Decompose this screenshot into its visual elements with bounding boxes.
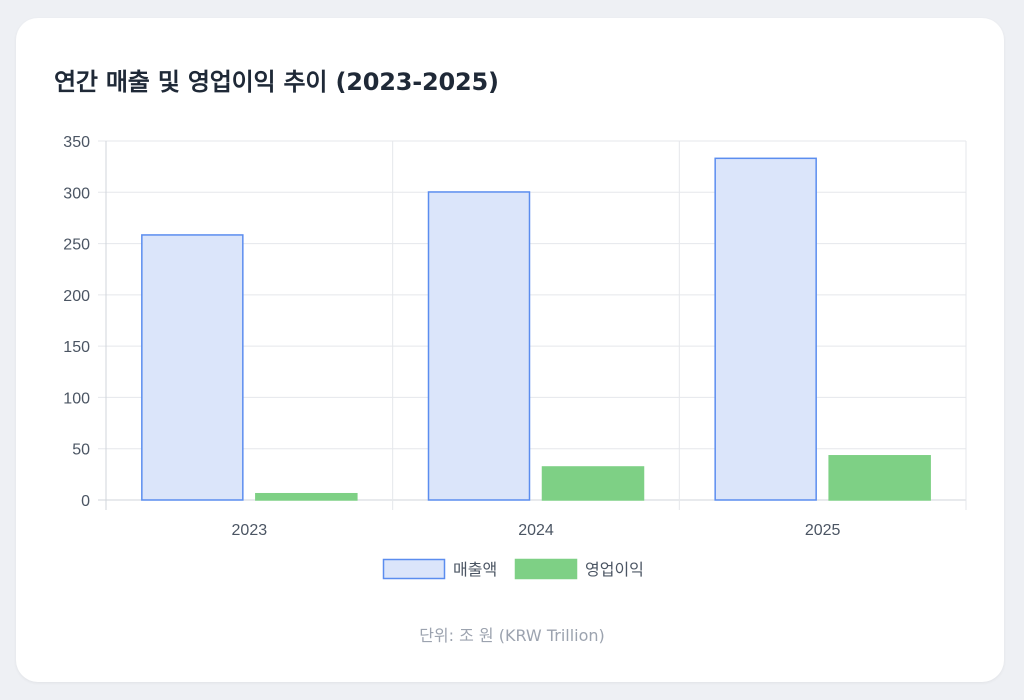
legend-swatch	[514, 558, 578, 580]
x-tick-label: 2023	[232, 522, 268, 539]
bar-revenue-2024	[427, 191, 531, 501]
legend-swatch	[382, 558, 446, 580]
legend-item-operating-profit[interactable]: 영업이익	[514, 558, 644, 580]
legend[interactable]: 매출액 영업이익	[382, 558, 644, 580]
y-tick-label: 200	[63, 288, 90, 305]
y-tick-label: 50	[72, 442, 90, 459]
y-tick-label: 250	[63, 237, 90, 254]
y-tick-label: 150	[63, 339, 90, 356]
y-tick-label: 300	[63, 185, 90, 202]
x-tick-label: 2025	[805, 522, 841, 539]
unit-note: 단위: 조 원 (KRW Trillion)	[419, 626, 605, 645]
legend-label: 매출액	[453, 560, 497, 579]
y-tick-label: 0	[81, 493, 90, 510]
legend-item-revenue[interactable]: 매출액	[382, 558, 498, 580]
chart-title: 연간 매출 및 영업이익 추이 (2023-2025)	[54, 68, 499, 96]
bars	[141, 157, 931, 501]
y-tick-label: 350	[63, 134, 90, 151]
y-tick-label: 100	[63, 390, 90, 407]
legend-label: 영업이익	[585, 560, 644, 579]
x-axis-ticks: 2023 2024 2025	[232, 522, 841, 539]
y-axis-ticks: 0 50 100 150 200 250 300 350	[63, 134, 90, 510]
bar-revenue-2025	[714, 157, 817, 501]
bar-operating-profit-2023	[255, 492, 358, 501]
x-tick-label: 2024	[518, 522, 554, 539]
bar-revenue-2023	[141, 234, 244, 501]
bar-operating-profit-2025	[828, 455, 931, 501]
bar-operating-profit-2024	[541, 466, 645, 501]
